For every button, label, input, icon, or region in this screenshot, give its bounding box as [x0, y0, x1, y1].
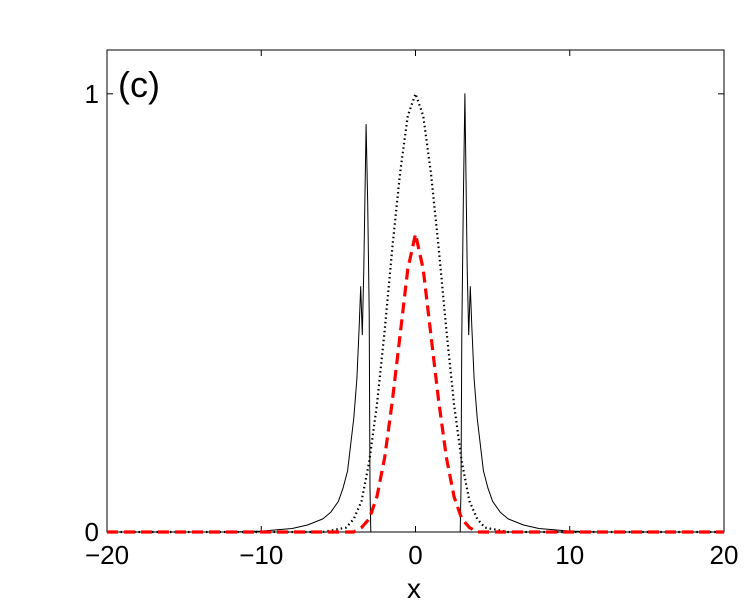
x-tick-label: 20 [710, 540, 739, 570]
x-tick-label: 10 [555, 540, 584, 570]
x-tick-label: 0 [408, 540, 422, 570]
x-tick-label: −10 [239, 540, 283, 570]
ticks-layer [106, 50, 725, 533]
plot-frame [106, 49, 725, 533]
series-dashed-line [107, 232, 724, 534]
x-axis-label: x [407, 573, 421, 604]
series-dotted-line [107, 92, 724, 534]
series-solid-line [107, 93, 724, 533]
series-layer [107, 92, 724, 534]
labels-layer: −20 −10 0 10 20 0 1 [85, 79, 739, 570]
panel-label: (c) [118, 64, 160, 105]
x-tick-label: −20 [85, 540, 129, 570]
y-tick-label: 1 [85, 79, 99, 109]
y-tick-label: 0 [85, 517, 99, 547]
